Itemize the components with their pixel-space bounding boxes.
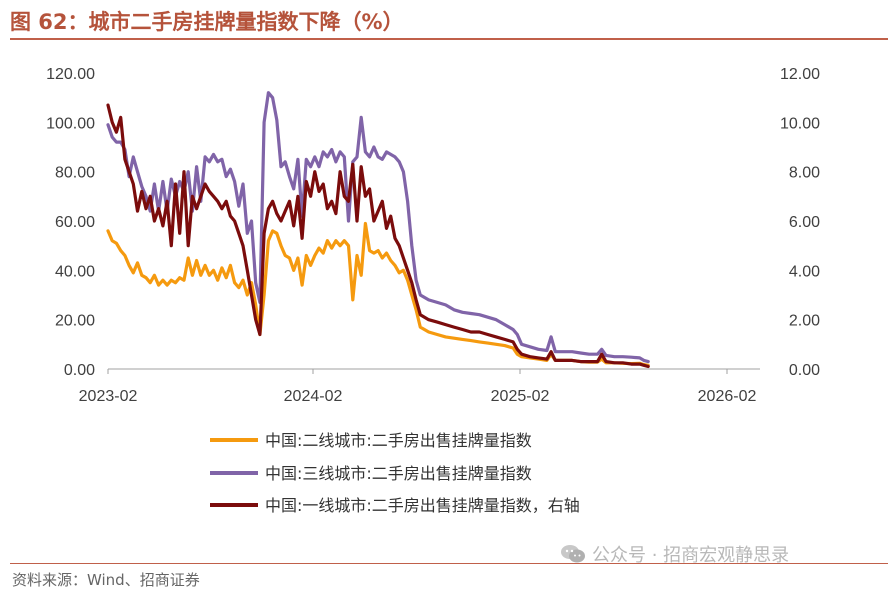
right-tick-label: 4.00 xyxy=(789,263,820,280)
watermark: 公众号 · 招商宏观静思录 xyxy=(560,541,789,567)
right-tick-label: 12.00 xyxy=(780,66,820,83)
right-tick-label: 6.00 xyxy=(789,214,820,231)
left-tick-label: 100.00 xyxy=(46,115,95,132)
left-tick-label: 60.00 xyxy=(55,214,95,231)
watermark-text: 公众号 · 招商宏观静思录 xyxy=(592,545,790,566)
legend-label: 中国:一线城市:二手房出售挂牌量指数，右轴 xyxy=(265,496,580,515)
footer-divider xyxy=(10,563,888,564)
left-tick-label: 0.00 xyxy=(64,362,95,379)
left-tick-label: 20.00 xyxy=(55,313,95,330)
left-tick-label: 80.00 xyxy=(55,165,95,182)
x-tick-label: 2023-02 xyxy=(79,388,138,405)
title-divider xyxy=(10,38,888,40)
legend-label: 中国:三线城市:二手房出售挂牌量指数 xyxy=(265,464,532,483)
x-axis: 2023-02 2024-02 2025-02 2026-02 xyxy=(79,369,757,405)
x-tick-label: 2025-02 xyxy=(491,388,550,405)
source-note: 资料来源：Wind、招商证券 xyxy=(12,571,200,589)
series-lines xyxy=(106,91,650,369)
left-tick-label: 120.00 xyxy=(46,66,95,83)
series-line-0 xyxy=(106,221,650,367)
right-axis: 0.00 2.00 4.00 6.00 8.00 10.00 12.00 xyxy=(780,66,820,379)
x-tick-label: 2026-02 xyxy=(698,388,757,405)
wechat-icon xyxy=(561,545,585,563)
right-tick-label: 10.00 xyxy=(780,115,820,132)
line-chart: 0.00 20.00 40.00 60.00 80.00 100.00 120.00 0.0… xyxy=(46,66,820,515)
legend: 中国:二线城市:二手房出售挂牌量指数中国:三线城市:二手房出售挂牌量指数中国:一… xyxy=(210,431,580,515)
left-tick-label: 40.00 xyxy=(55,263,95,280)
right-tick-label: 0.00 xyxy=(789,362,820,379)
series-line-2 xyxy=(106,103,650,369)
legend-label: 中国:二线城市:二手房出售挂牌量指数 xyxy=(265,431,532,450)
right-tick-label: 8.00 xyxy=(789,165,820,182)
right-tick-label: 2.00 xyxy=(789,313,820,330)
left-axis: 0.00 20.00 40.00 60.00 80.00 100.00 120.00 xyxy=(46,66,95,379)
x-tick-label: 2024-02 xyxy=(284,388,343,405)
chart-title: 图 62：城市二手房挂牌量指数下降（%） xyxy=(10,10,404,34)
